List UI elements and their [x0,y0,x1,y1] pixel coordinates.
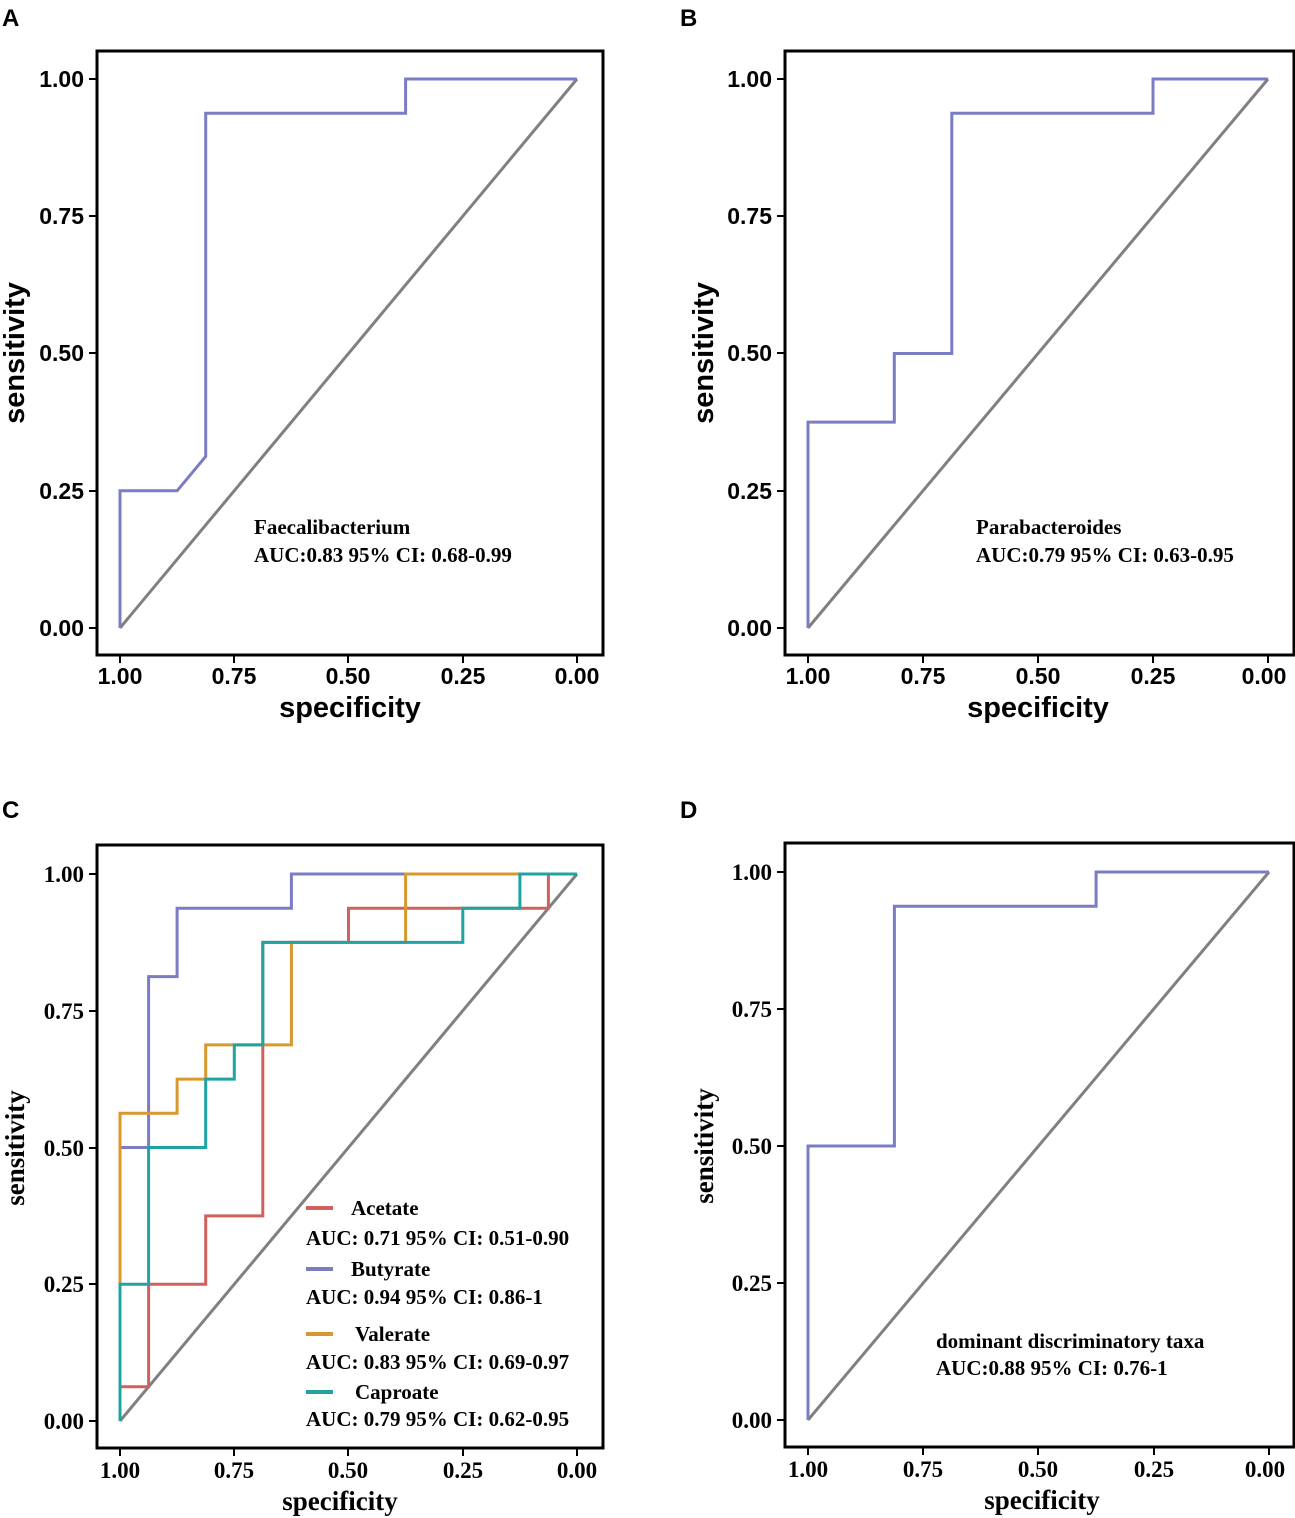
x-tick-label: 0.25 [443,1458,483,1483]
y-tick-label: 1.00 [39,66,84,92]
y-tick-label: 0.75 [39,203,84,229]
legend-auc-caproate: AUC: 0.79 95% CI: 0.62-0.95 [306,1407,569,1431]
legend-auc-acetate: AUC: 0.71 95% CI: 0.51-0.90 [306,1226,569,1250]
x-tick-label: 0.75 [214,1458,254,1483]
legend-label-caproate: Caproate [355,1380,439,1404]
roc-curve-valerate [118,872,577,1285]
x-tick-label: 0.75 [903,1457,943,1482]
chance-diagonal [118,873,579,1422]
annotation-auc: AUC:0.88 95% CI: 0.76-1 [936,1356,1168,1380]
y-tick-label: 0.50 [727,340,772,366]
x-tick-label: 1.00 [788,1457,828,1482]
roc-curve [806,77,1268,628]
x-tick-label: 1.00 [786,663,831,689]
chance-diagonal [806,871,1271,1421]
annotation-taxon: Faecalibacterium [254,515,411,539]
y-tick-label: 0.00 [732,1408,772,1433]
panel-letter: C [2,797,19,824]
y-tick-label: 0.25 [44,1272,84,1297]
x-tick-label: 0.50 [326,663,371,689]
x-tick-label: 0.25 [1134,1457,1174,1482]
y-tick-label: 0.00 [44,1409,84,1434]
panel-d: D 0.00 0.25 0.50 0.75 1.00 sensitivity 1… [680,797,1295,1515]
panel-a: A 0.00 0.25 0.50 0.75 1.00 sensitivity 1… [0,5,605,724]
y-axis-title: sensitivity [689,1088,719,1204]
y-tick-label: 0.75 [727,203,772,229]
chance-diagonal [118,78,579,629]
x-axis-title: specificity [984,1485,1100,1515]
x-tick-label: 0.50 [1016,663,1061,689]
chance-diagonal [806,78,1270,629]
y-tick-label: 0.50 [39,340,84,366]
y-tick-label: 1.00 [44,862,84,887]
legend: Acetate AUC: 0.71 95% CI: 0.51-0.90 Buty… [306,1196,569,1431]
x-tick-label: 0.75 [901,663,946,689]
y-tick-label: 0.25 [39,478,84,504]
y-tick-label: 1.00 [727,66,772,92]
y-tick-label: 1.00 [732,860,772,885]
x-axis: 1.00 0.75 0.50 0.25 0.00 specificity [786,655,1287,724]
roc-curve-acetate [118,872,577,1421]
x-tick-label: 0.00 [555,663,600,689]
legend-label-valerate: Valerate [355,1322,430,1346]
panel-letter: D [680,797,697,824]
y-axis: 0.00 0.25 0.50 0.75 1.00 sensitivity [688,66,785,641]
x-tick-label: 0.00 [1245,1457,1285,1482]
y-tick-label: 0.75 [732,997,772,1022]
annotation-auc: AUC:0.83 95% CI: 0.68-0.99 [254,543,512,567]
x-tick-label: 0.00 [1242,663,1287,689]
x-axis-title: specificity [282,1486,398,1516]
x-axis: 1.00 0.75 0.50 0.25 0.00 specificity [98,655,600,724]
panel-letter: A [2,5,19,32]
x-axis: 1.00 0.75 0.50 0.25 0.00 specificity [100,1448,597,1516]
legend-label-acetate: Acetate [351,1196,419,1220]
x-axis-title: specificity [967,692,1109,724]
y-tick-label: 0.25 [727,478,772,504]
y-tick-label: 0.50 [732,1134,772,1159]
panel-b: B 0.00 0.25 0.50 0.75 1.00 sensitivity 1… [680,5,1295,724]
y-axis-title: sensitivity [0,282,31,424]
legend-label-butyrate: Butyrate [351,1257,430,1281]
x-tick-label: 1.00 [100,1458,140,1483]
x-tick-label: 0.50 [1018,1457,1058,1482]
y-axis: 0.00 0.25 0.50 0.75 1.00 sensitivity [689,860,785,1433]
x-axis: 1.00 0.75 0.50 0.25 0.00 specificity [788,1447,1285,1515]
legend-auc-butyrate: AUC: 0.94 95% CI: 0.86-1 [306,1285,543,1309]
legend-auc-valerate: AUC: 0.83 95% CI: 0.69-0.97 [306,1350,569,1374]
x-tick-label: 0.50 [328,1458,368,1483]
y-tick-label: 0.00 [727,615,772,641]
roc-curve-butyrate [118,872,577,1421]
y-axis-title: sensitivity [0,1090,30,1206]
y-tick-label: 0.00 [39,615,84,641]
y-tick-label: 0.25 [732,1271,772,1296]
x-tick-label: 0.75 [212,663,257,689]
x-tick-label: 1.00 [98,663,143,689]
annotation-taxon: dominant discriminatory taxa [936,1329,1205,1353]
x-tick-label: 0.00 [557,1458,597,1483]
x-tick-label: 0.25 [441,663,486,689]
roc-curve [806,870,1269,1420]
annotation-taxon: Parabacteroides [976,515,1121,539]
roc-curve [118,77,577,628]
y-tick-label: 0.75 [44,999,84,1024]
y-tick-label: 0.50 [44,1136,84,1161]
y-axis: 0.00 0.25 0.50 0.75 1.00 sensitivity [0,862,97,1434]
roc-curve-caproate [118,872,577,1421]
panel-c: C 0.00 0.25 0.50 0.75 1.00 sensitivity 1… [0,797,605,1516]
annotation-auc: AUC:0.79 95% CI: 0.63-0.95 [976,543,1234,567]
plot-frame [95,843,605,1450]
y-axis: 0.00 0.25 0.50 0.75 1.00 sensitivity [0,66,97,641]
y-axis-title: sensitivity [688,282,720,424]
panel-letter: B [680,5,697,32]
x-axis-title: specificity [279,692,421,724]
x-tick-label: 0.25 [1131,663,1176,689]
